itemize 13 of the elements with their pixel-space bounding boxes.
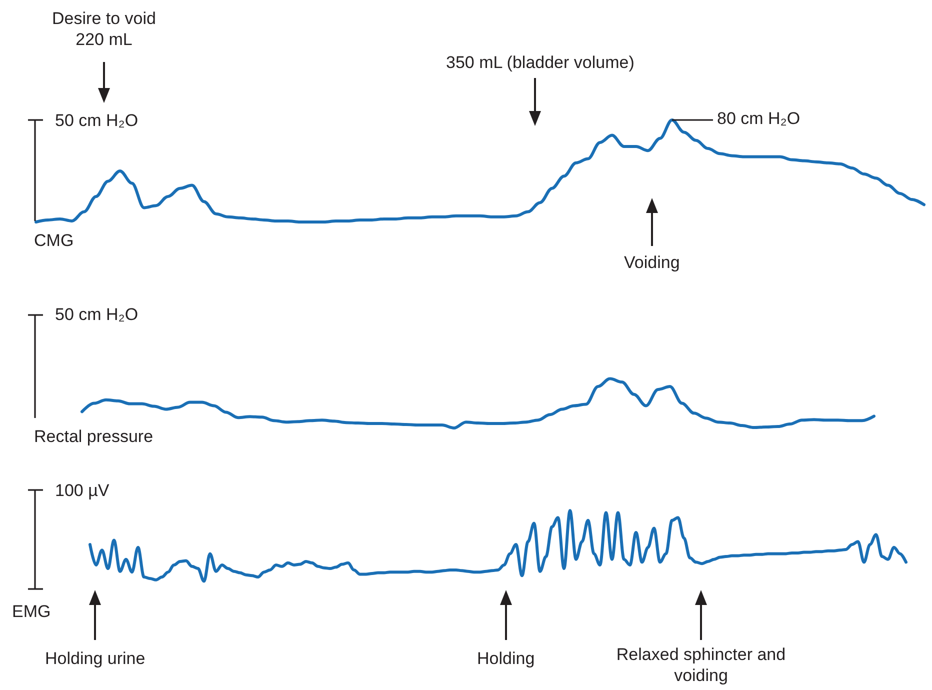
text: EMG xyxy=(12,601,51,622)
text: 100 µV xyxy=(55,480,110,501)
text: Voiding xyxy=(624,252,680,273)
text: CMG xyxy=(34,230,74,251)
text: 50 cm H₂O xyxy=(55,304,138,325)
annotation: Rectal pressure xyxy=(34,426,154,447)
annotation: 50 cm H₂O xyxy=(55,110,138,131)
text: Holding xyxy=(477,648,535,669)
annotation: 80 cm H₂O xyxy=(717,108,800,129)
text: 350 mL (bladder volume) xyxy=(446,52,634,73)
text: Relaxed sphincter and voiding xyxy=(615,644,787,686)
text: Holding urine xyxy=(45,648,146,669)
text: Desire to void 220 mL xyxy=(51,8,157,50)
